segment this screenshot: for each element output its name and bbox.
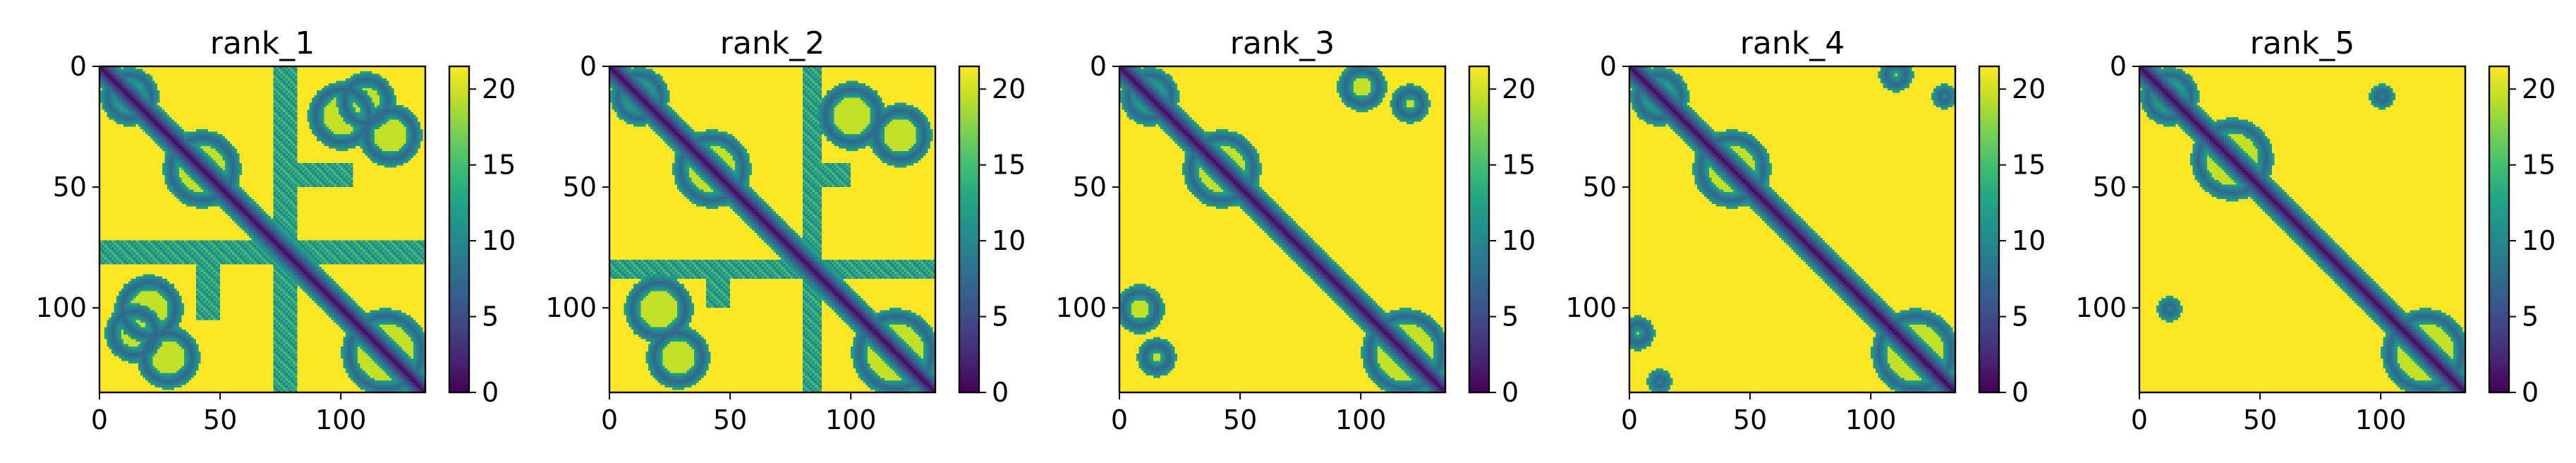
colorbar-frame [958,65,980,394]
x-tick-label: 0 [2131,404,2148,435]
colorbar-tick-label: 10 [2012,225,2046,256]
colorbar [959,66,979,392]
y-tick-label: 100 [1055,292,1107,323]
heatmap-panel-rank_5: rank_5 0 50 100 0 50 100 0 5 10 15 20 [2075,25,2556,435]
y-tick-label: 50 [1073,172,1107,203]
colorbar-tick-label: 15 [1502,150,1536,181]
colorbar [1469,66,1489,392]
heatmap-image [2139,66,2465,392]
colorbar-tick-label: 0 [482,377,499,408]
y-tick-label: 100 [545,292,597,323]
x-tick-label: 0 [91,404,108,435]
colorbar-tick-label: 0 [1502,377,1519,408]
y-tick-label: 0 [580,51,597,82]
colorbar-frame [1978,65,2000,394]
colorbar-tick-label: 5 [482,301,499,332]
y-tick-label: 100 [1565,292,1617,323]
heatmap-image [609,66,935,392]
colorbar-tick-label: 20 [2522,73,2556,104]
heatmap-panel-rank_4: rank_4 0 50 100 0 50 100 0 5 10 15 20 [1565,25,2046,435]
colorbar [1979,66,1999,392]
heatmap-panel-rank_1: rank_1 0 50 100 0 50 100 0 5 10 15 20 [35,25,516,435]
colorbar-tick-label: 5 [1502,301,1519,332]
colorbar-tick-label: 20 [2012,73,2046,104]
colorbar-tick-label: 15 [2522,150,2556,181]
colorbar-tick-label: 5 [2012,301,2029,332]
colorbar-frame [2488,65,2510,394]
colorbar-tick-label: 10 [992,225,1026,256]
x-tick-label: 50 [1223,404,1257,435]
colorbar-frame [448,65,470,394]
y-tick-label: 0 [1600,51,1617,82]
colorbar-tick-label: 15 [482,150,516,181]
axes-frame [2138,65,2467,394]
x-tick-label: 50 [713,404,747,435]
colorbar-tick-label: 10 [482,225,516,256]
x-tick-label: 100 [315,404,367,435]
y-tick-label: 50 [563,172,597,203]
y-tick-label: 50 [2093,172,2127,203]
y-tick-label: 100 [35,292,87,323]
colorbar [449,66,469,392]
x-tick-label: 50 [203,404,237,435]
colorbar-tick-label: 20 [992,73,1026,104]
y-tick-label: 0 [70,51,87,82]
colorbar-frame [1468,65,1490,394]
heatmap-image [1119,66,1445,392]
colorbar-tick-label: 0 [992,377,1009,408]
colorbar-tick-label: 10 [1502,225,1536,256]
axes-frame [1628,65,1957,394]
axes-frame [608,65,937,394]
colorbar-tick-label: 5 [992,301,1009,332]
y-tick-label: 100 [2075,292,2127,323]
panel-title: rank_2 [720,25,825,61]
x-tick-label: 0 [601,404,618,435]
x-tick-label: 0 [1111,404,1128,435]
panel-title: rank_5 [2250,25,2355,61]
colorbar-tick-label: 0 [2522,377,2539,408]
panel-title: rank_3 [1230,25,1335,61]
colorbar-tick-label: 5 [2522,301,2539,332]
x-tick-label: 50 [1733,404,1767,435]
colorbar [2489,66,2509,392]
colorbar-tick-label: 15 [2012,150,2046,181]
colorbar-tick-label: 20 [1502,73,1536,104]
x-tick-label: 100 [825,404,877,435]
x-tick-label: 100 [2355,404,2407,435]
x-tick-label: 100 [1845,404,1897,435]
heatmap-panel-rank_2: rank_2 0 50 100 0 50 100 0 5 10 15 20 [545,25,1026,435]
heatmap-panel-rank_3: rank_3 0 50 100 0 50 100 0 5 10 15 20 [1055,25,1536,435]
x-tick-label: 100 [1335,404,1387,435]
colorbar-tick-label: 20 [482,73,516,104]
y-tick-label: 0 [2110,51,2127,82]
axes-frame [98,65,427,394]
colorbar-tick-label: 10 [2522,225,2556,256]
x-tick-label: 0 [1621,404,1638,435]
y-tick-label: 50 [1583,172,1617,203]
x-tick-label: 50 [2243,404,2277,435]
y-tick-label: 50 [53,172,87,203]
axes-frame [1118,65,1447,394]
y-tick-label: 0 [1090,51,1107,82]
colorbar-tick-label: 15 [992,150,1026,181]
panel-title: rank_4 [1740,25,1845,61]
panel-title: rank_1 [210,25,315,61]
heatmap-image [1629,66,1955,392]
colorbar-tick-label: 0 [2012,377,2029,408]
heatmap-image [99,66,425,392]
